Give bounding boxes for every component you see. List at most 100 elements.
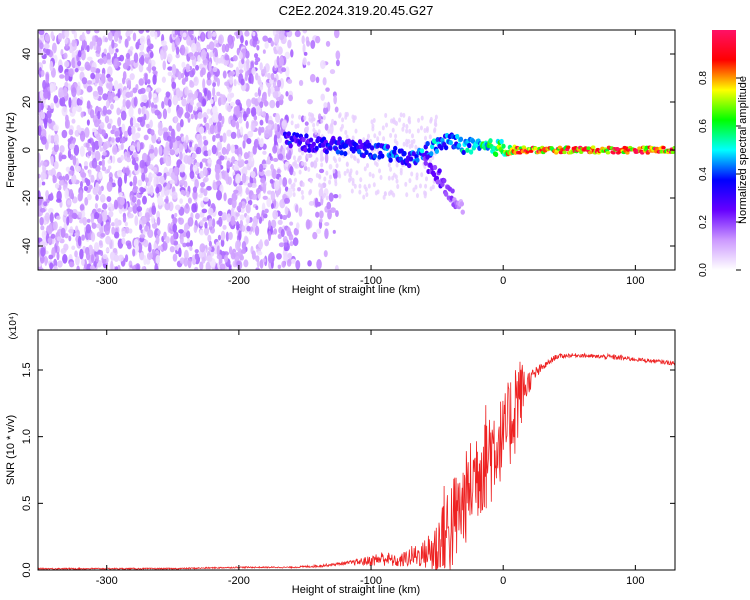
heatmap-cell <box>183 231 187 238</box>
heatmap-cell <box>137 179 143 187</box>
heatmap-cell <box>125 52 131 60</box>
heatmap-cell <box>328 163 333 170</box>
heatmap-cell <box>240 78 245 86</box>
heatmap-cell <box>62 254 68 264</box>
heatmap-cell <box>338 193 342 199</box>
heatmap-cell <box>163 146 170 157</box>
heatmap-cell <box>292 171 296 177</box>
heatmap-cell <box>419 148 425 154</box>
heatmap-cell <box>385 144 391 150</box>
heatmap-cell <box>132 248 136 257</box>
heatmap-cell <box>443 145 449 151</box>
heatmap-cell <box>148 172 153 183</box>
heatmap-cell <box>179 151 183 161</box>
heatmap-cell <box>356 149 362 155</box>
heatmap-cell <box>401 126 405 132</box>
heatmap-cell <box>150 215 155 225</box>
heatmap-cell <box>58 154 62 162</box>
x-tick-label: -200 <box>228 275 250 287</box>
heatmap-cell <box>387 162 391 168</box>
heatmap-cell <box>402 122 406 128</box>
heatmap-cell <box>105 221 111 232</box>
heatmap-cell <box>92 141 96 153</box>
heatmap-cell <box>241 241 247 251</box>
heatmap-cell <box>412 187 416 193</box>
heatmap-cell <box>216 121 222 133</box>
heatmap-cell <box>310 40 316 49</box>
heatmap-cell <box>198 193 203 198</box>
heatmap-cell <box>216 190 222 201</box>
heatmap-cell <box>291 258 296 265</box>
heatmap-cell <box>91 158 98 169</box>
heatmap-cell <box>40 171 45 182</box>
heatmap-cell <box>215 133 221 139</box>
heatmap-cell <box>272 30 277 37</box>
heatmap-cell <box>176 122 182 132</box>
heatmap-cell <box>325 87 330 92</box>
heatmap-cell <box>204 221 208 229</box>
heatmap-cell <box>71 87 77 98</box>
heatmap-cell <box>149 185 154 196</box>
heatmap-cell <box>90 213 95 225</box>
heatmap-cell <box>171 81 177 89</box>
heatmap-cell <box>178 247 182 258</box>
heatmap-cell <box>256 188 261 195</box>
heatmap-cell <box>174 116 178 124</box>
heatmap-cell <box>197 111 203 120</box>
heatmap-cell <box>169 149 176 156</box>
heatmap-cell <box>261 209 265 216</box>
heatmap-cell <box>155 87 162 93</box>
heatmap-cell <box>461 149 466 156</box>
heatmap-cell <box>425 141 430 147</box>
heatmap-cell <box>334 264 339 270</box>
heatmap-cell <box>420 115 424 121</box>
heatmap-cell <box>395 121 399 127</box>
heatmap-cell <box>203 196 209 202</box>
heatmap-cell <box>182 242 187 248</box>
heatmap-cell <box>254 60 259 66</box>
heatmap-cell <box>139 224 143 231</box>
heatmap-cell <box>125 60 131 66</box>
heatmap-cell <box>53 135 59 146</box>
heatmap-cell <box>270 72 275 81</box>
snr-frame <box>37 329 676 571</box>
heatmap-cell <box>242 110 247 122</box>
heatmap-cell <box>226 129 232 137</box>
heatmap-cell <box>64 60 70 68</box>
heatmap-cell <box>172 217 177 225</box>
heatmap-cell <box>267 253 273 264</box>
heatmap-cell <box>111 39 115 49</box>
heatmap-cell <box>90 174 95 183</box>
heatmap-cell <box>272 145 278 154</box>
heatmap-cell <box>99 121 105 130</box>
heatmap-cell <box>244 50 250 59</box>
heatmap-cell <box>251 67 256 75</box>
heatmap-cell <box>362 137 366 143</box>
heatmap-cell <box>141 216 147 225</box>
heatmap-cell <box>153 176 157 188</box>
heatmap-cell <box>132 151 138 158</box>
heatmap-cell <box>113 96 120 101</box>
heatmap-cell <box>54 182 60 189</box>
heatmap-cell <box>214 163 221 175</box>
heatmap-cell <box>171 64 177 75</box>
heatmap-cell <box>169 245 175 253</box>
snr-x-label: Height of straight line (km) <box>292 584 420 596</box>
heatmap-cell <box>139 234 146 239</box>
heatmap-cell <box>257 96 261 103</box>
heatmap-cell <box>259 62 263 71</box>
heatmap-cell <box>40 225 45 231</box>
heatmap-cell <box>277 153 284 161</box>
heatmap-cell <box>244 71 248 82</box>
heatmap-cell <box>79 248 84 260</box>
heatmap-cell <box>215 180 221 186</box>
heatmap-cell <box>145 123 150 129</box>
heatmap-cell <box>162 60 167 71</box>
heatmap-cell <box>90 66 97 73</box>
heatmap-cell <box>92 35 96 47</box>
heatmap-cell <box>358 189 362 195</box>
heatmap-cell <box>333 95 337 105</box>
heatmap-cell <box>161 100 165 109</box>
heatmap-cell <box>144 73 148 83</box>
heatmap-cell <box>181 136 185 142</box>
